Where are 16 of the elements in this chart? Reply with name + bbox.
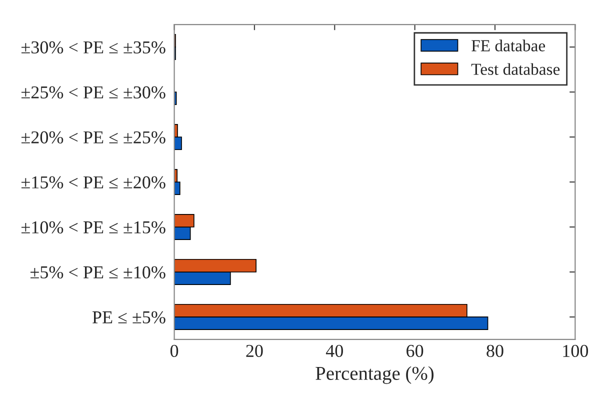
legend-label: Test database	[471, 63, 560, 75]
x-tick-label: 40	[326, 344, 343, 358]
x-tick-label: 80	[486, 344, 504, 358]
x-axis-title: Percentage (%)	[316, 366, 434, 384]
x-tick-label: 60	[406, 344, 424, 358]
legend-label: FE databae	[472, 40, 546, 52]
y-tick-label: ±30% < PE ≤ ±35%	[21, 41, 166, 54]
x-tick-label: 20	[246, 344, 263, 358]
y-tick-label: ±25% < PE ≤ ±30%	[21, 86, 166, 99]
y-tick-label: PE ≤ ±5%	[92, 311, 166, 324]
y-tick-label: ±15% < PE ≤ ±20%	[21, 176, 166, 189]
x-tick-label: 100	[563, 344, 588, 358]
y-tick-label: ±5% < PE ≤ ±10%	[30, 266, 166, 278]
y-tick-label: ±10% < PE ≤ ±15%	[21, 221, 166, 234]
y-tick-label: ±20% < PE ≤ ±25%	[21, 131, 166, 144]
x-tick-label: 0	[170, 344, 178, 358]
